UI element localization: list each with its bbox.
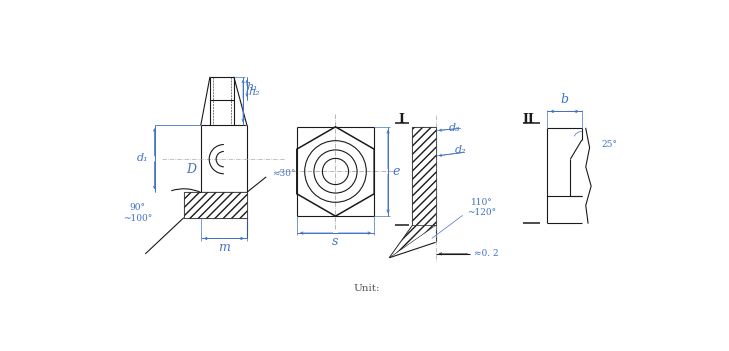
- Text: 110°
~120°: 110° ~120°: [467, 198, 496, 217]
- Text: II: II: [522, 113, 534, 126]
- Text: h₂: h₂: [249, 87, 260, 97]
- Text: d₂: d₂: [455, 145, 467, 155]
- Text: 90°
~100°: 90° ~100°: [123, 203, 152, 223]
- Text: e: e: [392, 165, 399, 178]
- Text: I: I: [398, 113, 404, 126]
- Polygon shape: [184, 192, 247, 218]
- Text: d₁: d₁: [137, 153, 149, 163]
- Polygon shape: [389, 225, 436, 258]
- Text: D: D: [187, 163, 197, 176]
- Polygon shape: [413, 127, 436, 225]
- Text: h₁: h₁: [246, 82, 258, 92]
- Text: d₃: d₃: [449, 123, 461, 133]
- Text: ≈0. 2: ≈0. 2: [474, 249, 499, 258]
- Text: 25°: 25°: [601, 140, 617, 149]
- Text: b: b: [560, 93, 568, 106]
- Text: s: s: [332, 235, 339, 248]
- Text: m: m: [218, 241, 230, 254]
- Text: Unit:: Unit:: [353, 284, 380, 293]
- Text: ≈30°: ≈30°: [273, 168, 296, 178]
